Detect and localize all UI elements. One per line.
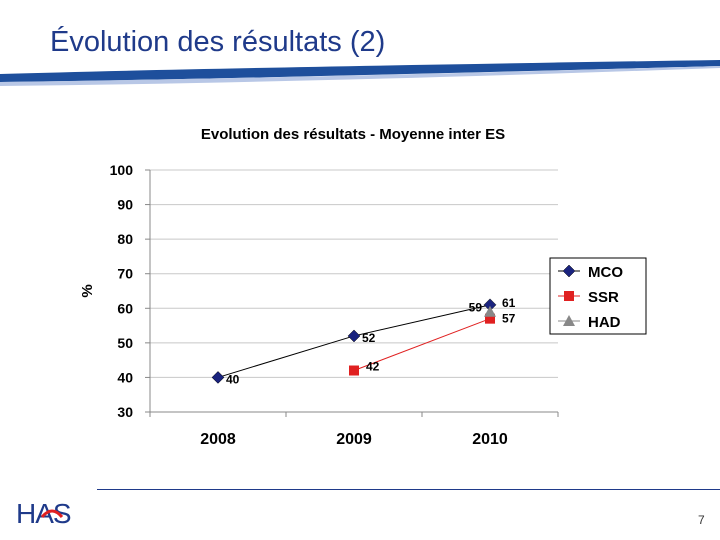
legend-label-mco: MCO: [588, 264, 623, 281]
data-point-had: [484, 305, 496, 317]
x-tick-label: 2009: [336, 431, 372, 448]
legend-label-ssr: SSR: [588, 289, 619, 306]
legend-label-had: HAD: [588, 314, 621, 331]
data-point-mco: [211, 371, 225, 384]
x-tick-label: 2008: [200, 431, 236, 448]
data-label-had: 59: [469, 301, 483, 315]
data-label-ssr: 42: [366, 360, 380, 374]
y-axis-label: %: [79, 284, 96, 297]
data-point-mco: [347, 329, 361, 343]
data-label-mco: 52: [362, 331, 376, 345]
legend-marker-had: [563, 315, 575, 326]
data-point-ssr: [485, 313, 495, 324]
has-logo: HAS: [16, 498, 72, 529]
header-swoosh: [0, 60, 720, 86]
data-label-mco: 61: [502, 296, 516, 310]
footer-divider: [97, 489, 720, 490]
y-tick-label: 80: [117, 231, 133, 247]
legend-marker-ssr: [564, 291, 574, 301]
slide-title: Évolution des résultats (2): [50, 26, 386, 58]
page-number: 7: [698, 513, 705, 527]
series-line-ssr: [353, 318, 491, 371]
y-tick-label: 90: [117, 197, 133, 213]
x-tick-label: 2010: [472, 431, 508, 448]
y-tick-label: 60: [117, 300, 133, 316]
plot-series: 40 52 61 42 57 59: [211, 296, 516, 386]
y-tick-label: 70: [117, 266, 133, 282]
y-tick-label: 50: [117, 335, 133, 351]
y-tick-label: 100: [110, 162, 134, 178]
legend-marker-mco: [562, 264, 576, 278]
data-point-ssr: [349, 365, 359, 376]
data-label-mco: 40: [226, 372, 240, 386]
y-tick-label: 30: [117, 404, 133, 420]
legend: MCO SSR HAD: [549, 257, 647, 335]
gridlines: [150, 169, 558, 378]
axes: 30 40 50 60 70 80 90 100 2008 2009 2010: [110, 162, 559, 448]
chart-title: Evolution des résultats - Moyenne inter …: [201, 126, 505, 143]
data-label-ssr: 57: [502, 312, 516, 326]
y-tick-label: 40: [117, 369, 133, 385]
